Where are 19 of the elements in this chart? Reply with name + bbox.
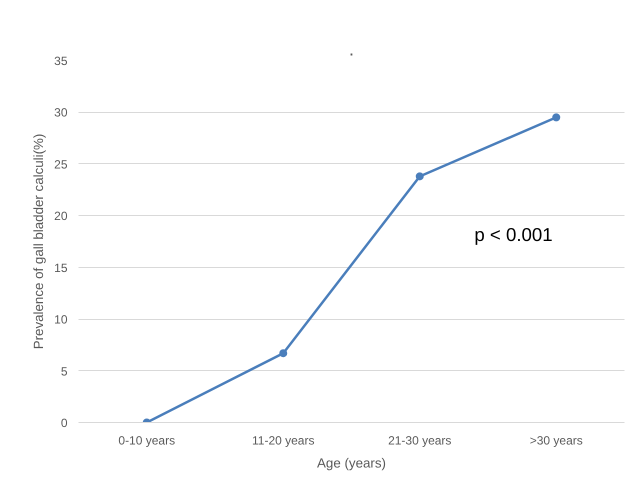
x-axis-title: Age (years)	[317, 456, 386, 470]
x-tick-label: 11-20 years	[252, 434, 314, 448]
y-tick-label: 20	[54, 209, 68, 224]
point	[416, 172, 424, 180]
point	[279, 349, 288, 358]
y-axis-title: Prevalence of gall bladder calculi(%)	[31, 134, 46, 350]
point	[552, 113, 560, 122]
annotation: p < 0.001	[474, 224, 553, 246]
y-tick-label: 10	[54, 312, 68, 327]
y-tick-label: 30	[54, 106, 68, 120]
y-tick-label: 15	[54, 260, 68, 275]
chart-title: .	[348, 38, 354, 60]
y-tick-label: 5	[60, 364, 68, 378]
x-tick-label: 21-30 years	[388, 434, 452, 448]
y-tick-label: 0	[60, 416, 68, 430]
y-tick-label: 35	[54, 54, 68, 68]
x-tick-label: >30 years	[530, 434, 583, 448]
y-tick-label: 25	[54, 157, 68, 172]
x-tick-label: 0-10 years	[118, 434, 176, 448]
